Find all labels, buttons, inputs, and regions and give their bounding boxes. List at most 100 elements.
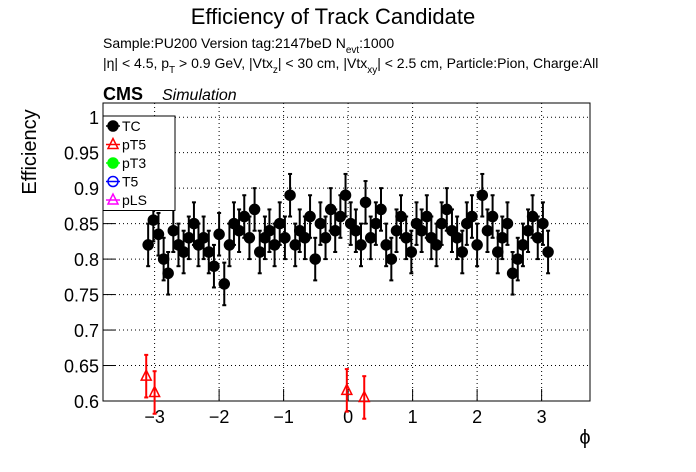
legend-marker: [106, 192, 120, 205]
data-point: [375, 203, 387, 216]
data-point: [309, 253, 321, 265]
data-point: [400, 232, 412, 244]
data-point: [304, 210, 316, 223]
data-point: [177, 246, 190, 258]
data-point: [329, 224, 341, 237]
y-tick-label: 0.95: [64, 144, 99, 164]
legend-label: pT5: [122, 137, 146, 153]
data-point: [248, 203, 261, 216]
data-point: [197, 232, 210, 244]
data-point: [243, 232, 256, 244]
legend-label: TC: [122, 118, 141, 134]
data-point: [358, 389, 371, 403]
data-point: [415, 224, 428, 237]
y-tick-label: 0.8: [74, 250, 99, 270]
y-axis-label: Efficiency: [19, 109, 41, 194]
data-point: [203, 246, 215, 258]
data-point: [476, 189, 489, 201]
subscript: T: [169, 65, 175, 76]
data-point: [279, 232, 291, 244]
data-point: [213, 228, 225, 241]
data-point: [148, 384, 161, 398]
status-label: Simulation: [162, 87, 237, 104]
data-point: [512, 253, 524, 265]
data-point: [253, 246, 266, 258]
subtitle-text: Sample:PU200 Version tag:2147beD N: [103, 35, 346, 51]
data-point: [405, 246, 418, 258]
data-point: [208, 260, 220, 272]
data-point: [385, 253, 398, 265]
x-tick-label: −1: [273, 407, 294, 427]
subtitle-text: > 0.9 GeV, |Vtx: [175, 55, 273, 71]
data-point: [481, 224, 494, 237]
data-point: [370, 217, 382, 230]
data-point: [157, 253, 170, 265]
data-point: [355, 239, 367, 251]
subtitle-text: | < 30 cm, |Vtx: [278, 55, 367, 71]
experiment-label: CMS: [103, 84, 143, 104]
data-point: [506, 267, 519, 280]
subtitle-text: |η| < 4.5, p: [103, 55, 169, 71]
y-tick-label: 1: [89, 108, 99, 128]
data-point: [390, 224, 403, 237]
x-tick-label: 2: [472, 407, 482, 427]
legend-marker: [107, 175, 119, 188]
data-point: [289, 239, 301, 251]
data-point: [183, 232, 195, 244]
data-point: [152, 228, 165, 241]
y-tick-label: 0.9: [74, 179, 99, 199]
data-point: [140, 368, 153, 381]
data-point: [435, 217, 448, 230]
legend-marker: [107, 157, 119, 169]
subtitle: |η| < 4.5, pT > 0.9 GeV, |Vtxz| < 30 cm,…: [103, 55, 598, 76]
data-point: [142, 239, 154, 251]
x-tick-label: 0: [343, 407, 353, 427]
data-point: [380, 239, 392, 251]
x-tick-label: 1: [408, 407, 418, 427]
data-point: [364, 232, 377, 244]
data-point: [517, 239, 529, 251]
data-point: [273, 217, 286, 230]
data-point: [501, 217, 514, 230]
data-point: [486, 210, 499, 223]
data-point: [284, 189, 296, 201]
data-point: [167, 224, 180, 237]
data-point: [233, 224, 245, 237]
data-point: [147, 214, 160, 226]
subscript: z: [273, 65, 278, 76]
data-point: [522, 224, 534, 237]
x-tick-label: −2: [209, 407, 230, 427]
data-point: [319, 232, 332, 244]
chart-title: Efficiency of Track Candidate: [191, 4, 476, 29]
legend-marker: [106, 136, 120, 150]
data-point: [340, 382, 354, 396]
x-axis-label: ϕ: [579, 427, 590, 449]
data-point: [339, 189, 352, 201]
data-point: [466, 210, 478, 223]
data-point: [359, 196, 372, 209]
y-tick-label: 0.65: [64, 357, 99, 377]
data-point: [162, 267, 174, 280]
legend-label: T5: [122, 174, 139, 190]
subtitle: Sample:PU200 Version tag:2147beD Nevt:10…: [103, 35, 394, 56]
x-tick-label: 3: [537, 407, 547, 427]
legend-marker: [107, 120, 119, 132]
legend-label: pLS: [122, 192, 147, 208]
y-tick-label: 0.6: [74, 392, 99, 412]
data-point: [542, 246, 554, 258]
data-point: [456, 246, 469, 258]
data-point: [263, 224, 276, 237]
data-point: [451, 232, 463, 244]
data-point: [532, 232, 544, 244]
data-point: [314, 217, 327, 230]
subtitle-text: | < 2.5 cm, Particle:Pion, Charge:All: [377, 55, 598, 71]
y-tick-label: 0.75: [64, 286, 99, 306]
subscript: xy: [367, 65, 377, 76]
data-point: [496, 232, 509, 244]
legend-label: pT3: [122, 155, 146, 171]
data-point: [492, 246, 504, 258]
data-point: [350, 224, 362, 237]
data-point: [218, 278, 231, 290]
y-tick-label: 0.85: [64, 215, 99, 235]
